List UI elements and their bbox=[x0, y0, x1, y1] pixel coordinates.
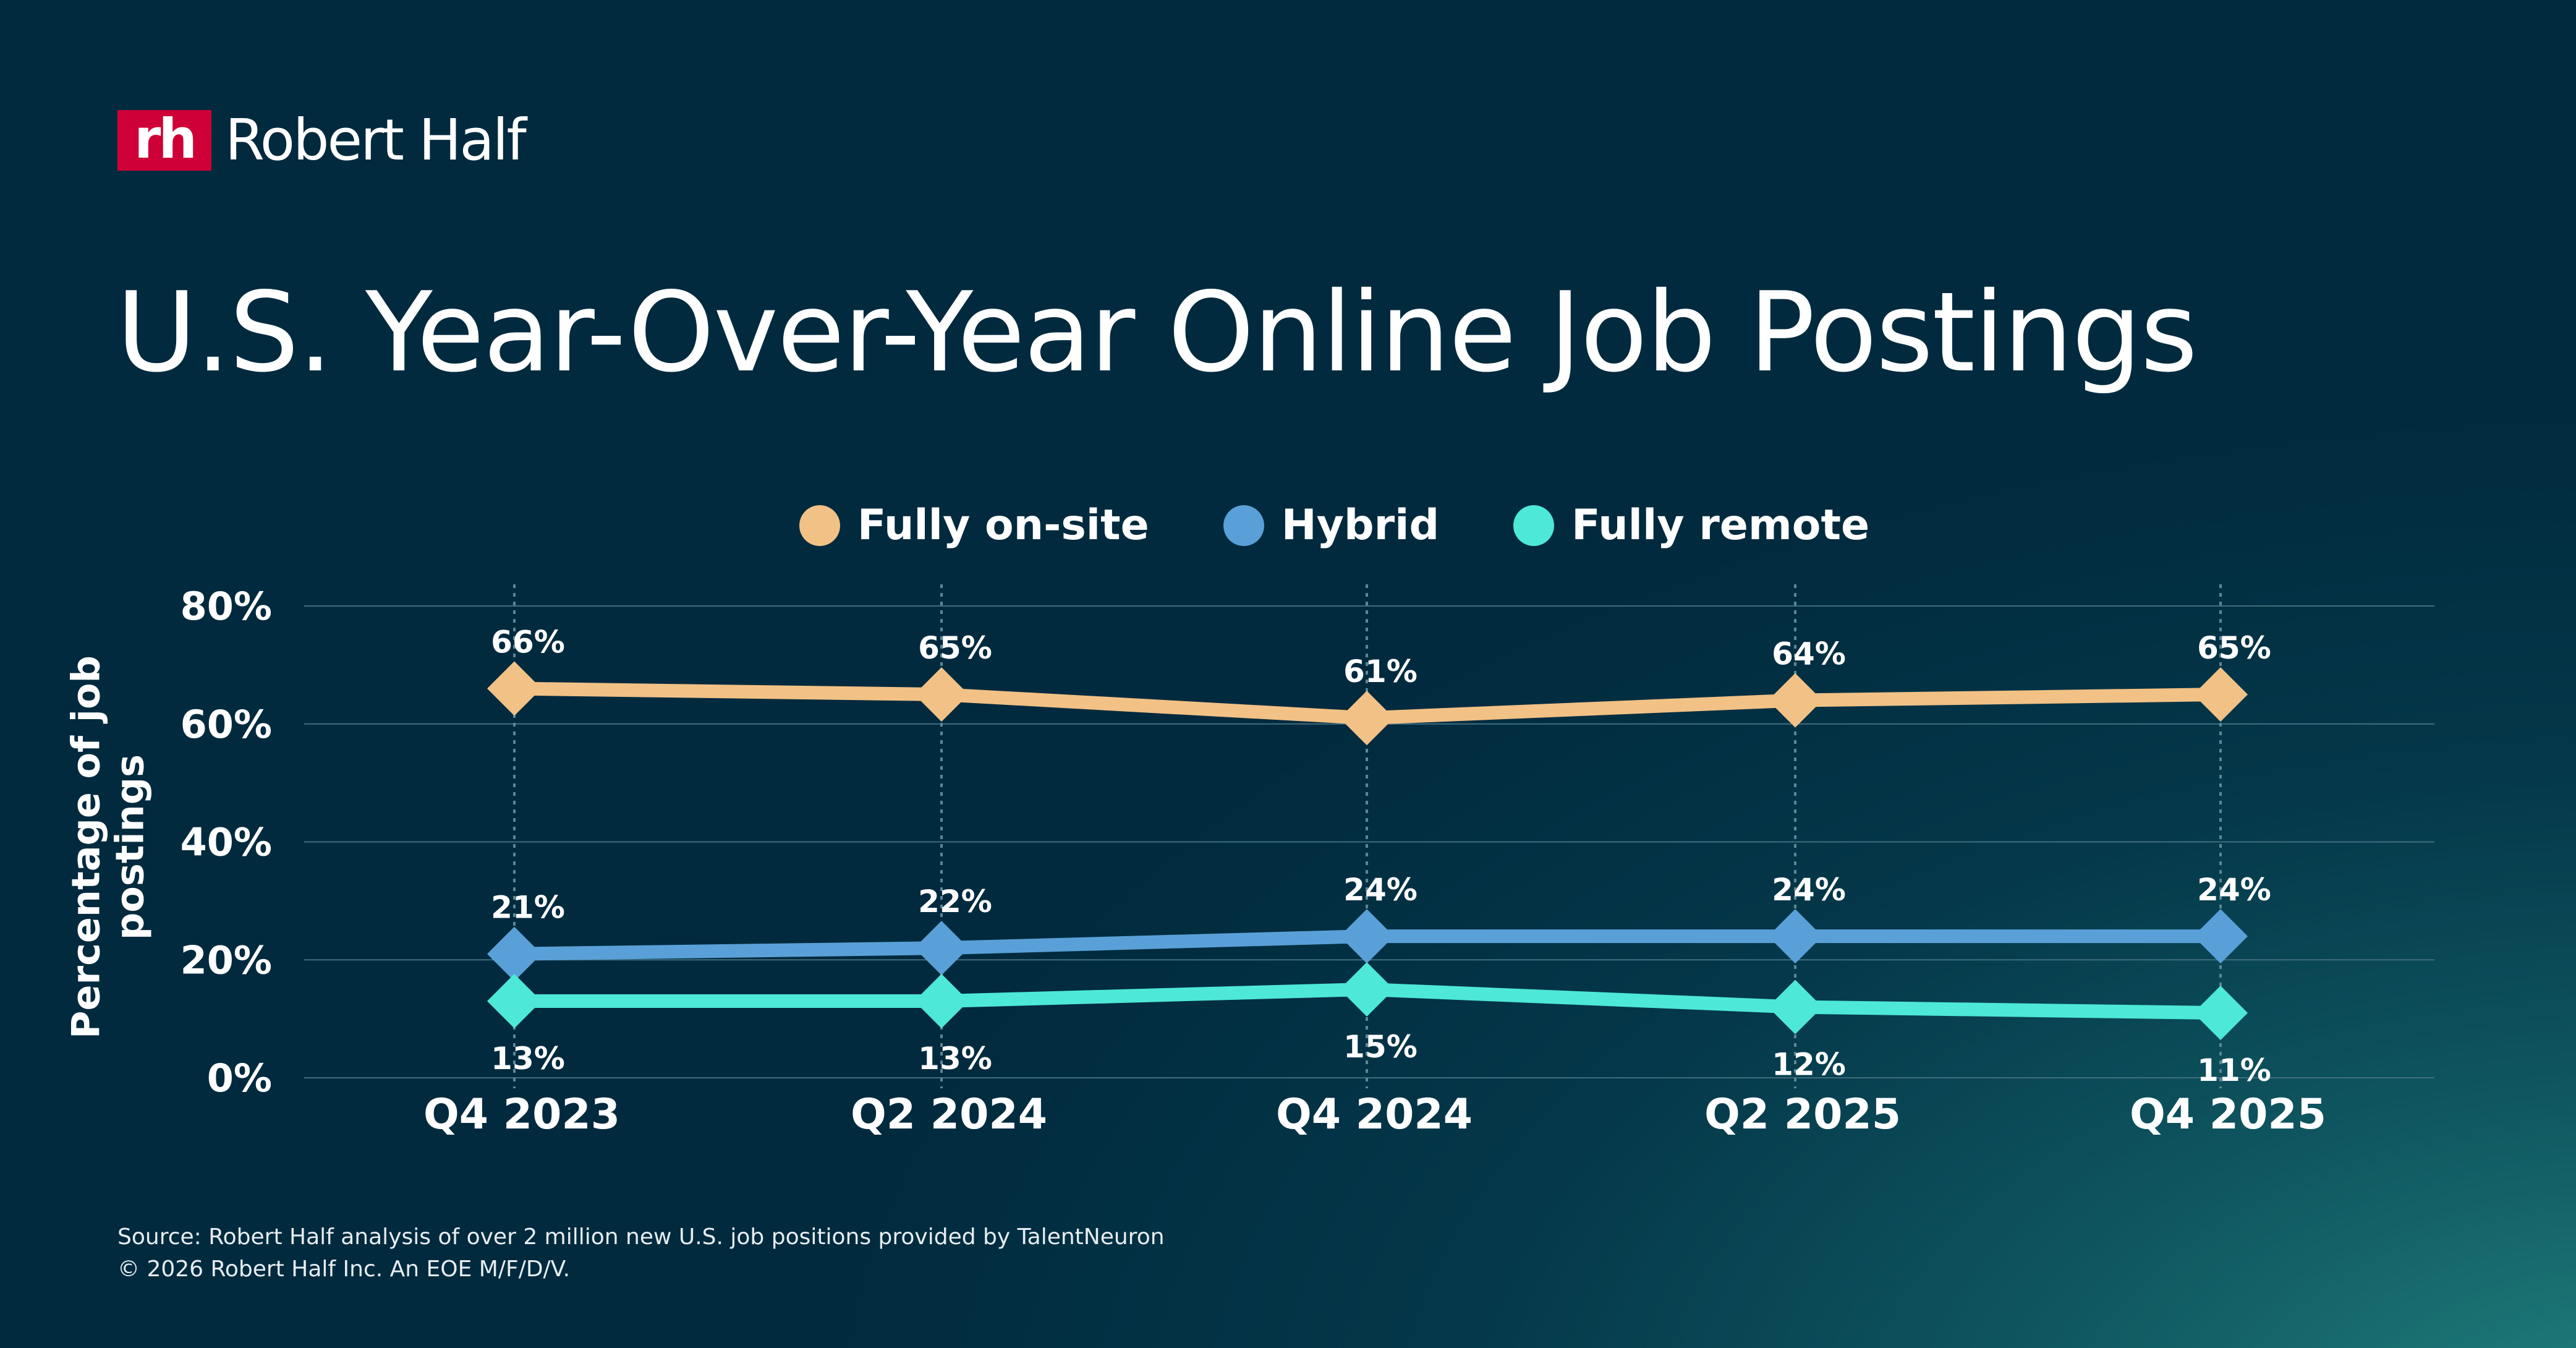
legend-label: Fully on-site bbox=[857, 501, 1149, 550]
data-label: 22% bbox=[918, 884, 992, 919]
data-label: 12% bbox=[1772, 1047, 1846, 1083]
legend-item-remote: Fully remote bbox=[1513, 501, 1869, 550]
logo-mark: rh bbox=[117, 110, 211, 171]
legend-swatch bbox=[1513, 505, 1555, 546]
source-note: Source: Robert Half analysis of over 2 m… bbox=[117, 1224, 1165, 1250]
x-tick-label: Q2 2024 bbox=[851, 1090, 1047, 1139]
chart-legend: Fully on-site Hybrid Fully remote bbox=[0, 501, 2576, 550]
y-tick-label: 0% bbox=[207, 1056, 272, 1101]
data-point-marker bbox=[1340, 909, 1394, 964]
data-point-marker bbox=[2193, 909, 2248, 964]
data-label: 11% bbox=[2197, 1052, 2271, 1088]
data-label: 24% bbox=[1772, 872, 1846, 908]
x-tick-label: Q4 2024 bbox=[1276, 1090, 1473, 1139]
data-label: 65% bbox=[2197, 630, 2271, 666]
y-tick-label: 20% bbox=[181, 937, 272, 983]
data-point-marker bbox=[1768, 909, 1822, 964]
x-tick-label: Q4 2025 bbox=[2130, 1090, 2326, 1139]
legend-item-onsite: Fully on-site bbox=[799, 501, 1149, 550]
legend-item-hybrid: Hybrid bbox=[1223, 501, 1439, 550]
y-tick-label: 60% bbox=[181, 702, 272, 747]
data-label: 66% bbox=[491, 625, 565, 660]
copyright-note: © 2026 Robert Half Inc. An EOE M/F/D/V. bbox=[117, 1256, 571, 1282]
data-point-marker bbox=[1340, 691, 1394, 746]
data-label: 64% bbox=[1772, 636, 1846, 672]
data-point-marker bbox=[1768, 979, 1822, 1034]
legend-swatch bbox=[799, 505, 840, 546]
data-point-marker bbox=[2193, 986, 2248, 1041]
data-point-marker bbox=[2193, 667, 2248, 722]
legend-label: Fully remote bbox=[1571, 501, 1870, 550]
data-point-marker bbox=[914, 667, 969, 722]
data-label: 13% bbox=[491, 1041, 565, 1077]
legend-swatch bbox=[1223, 505, 1264, 546]
data-point-marker bbox=[1340, 962, 1394, 1017]
logo-text: Robert Half bbox=[225, 107, 527, 173]
data-point-marker bbox=[914, 921, 969, 976]
data-point-marker bbox=[487, 926, 542, 981]
data-label: 24% bbox=[1343, 872, 1418, 908]
data-label: 15% bbox=[1343, 1029, 1418, 1065]
data-label: 21% bbox=[491, 890, 565, 926]
data-point-marker bbox=[914, 974, 969, 1029]
data-label: 65% bbox=[918, 630, 992, 666]
y-tick-label: 80% bbox=[181, 584, 272, 629]
legend-label: Hybrid bbox=[1281, 501, 1440, 550]
robert-half-logo: rh Robert Half bbox=[117, 107, 527, 173]
data-label: 13% bbox=[918, 1041, 992, 1077]
data-point-marker bbox=[1768, 673, 1822, 728]
y-tick-label: 40% bbox=[181, 820, 272, 865]
data-label: 24% bbox=[2197, 872, 2271, 908]
data-point-marker bbox=[487, 661, 542, 716]
footer: Source: Robert Half analysis of over 2 m… bbox=[117, 1221, 1165, 1286]
x-tick-label: Q2 2025 bbox=[1704, 1090, 1901, 1139]
data-label: 61% bbox=[1343, 654, 1418, 689]
x-tick-label: Q4 2023 bbox=[423, 1090, 620, 1139]
page-title: U.S. Year-Over-Year Online Job Postings bbox=[116, 268, 2198, 396]
data-point-marker bbox=[487, 974, 542, 1029]
